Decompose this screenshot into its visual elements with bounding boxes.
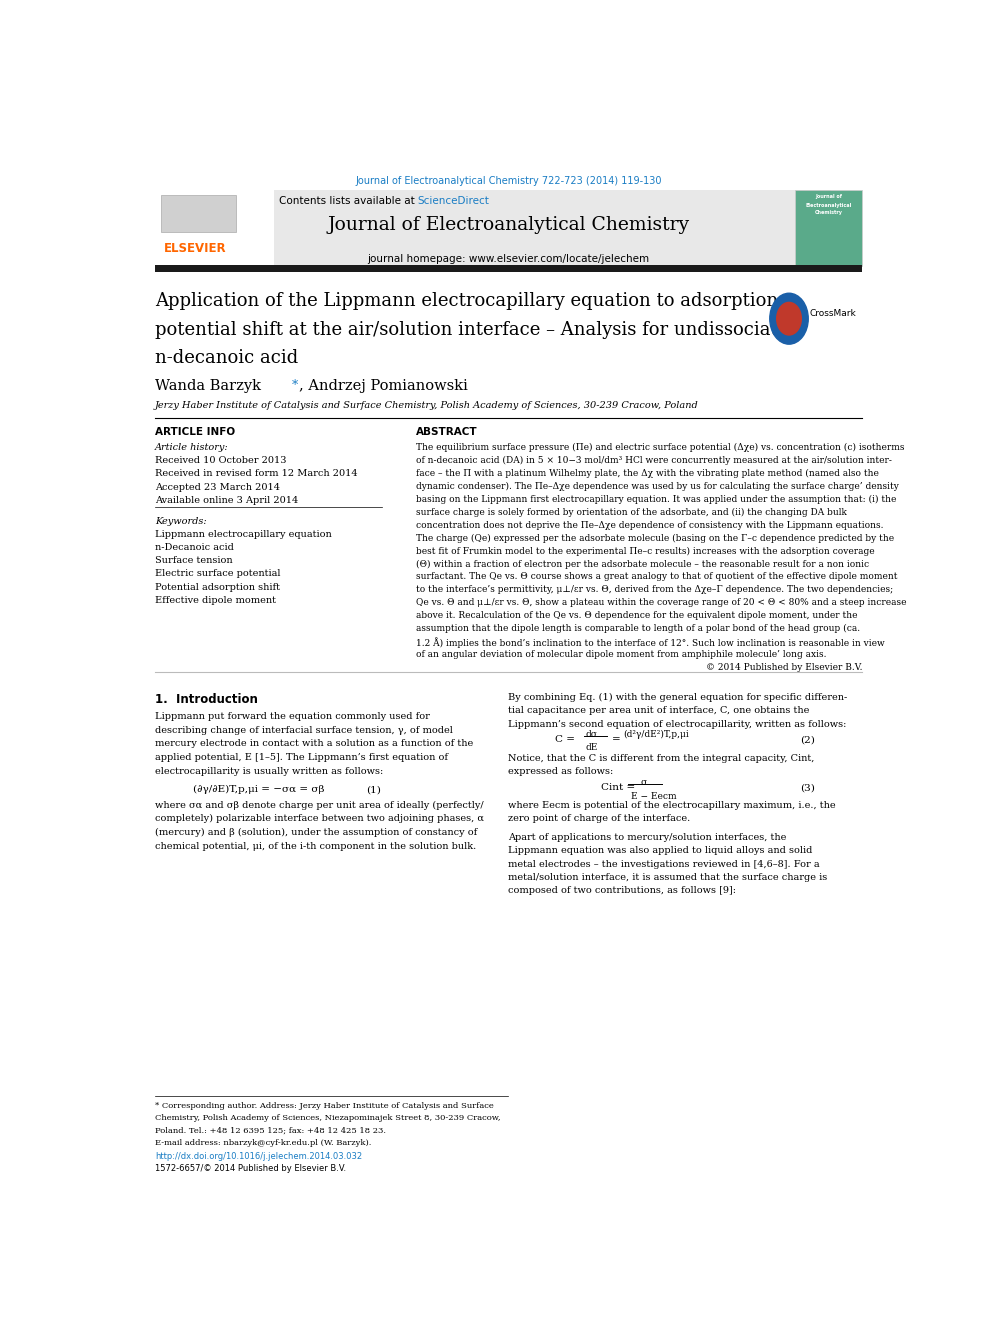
- Text: Electric surface potential: Electric surface potential: [155, 569, 281, 578]
- Text: C =: C =: [555, 736, 574, 745]
- Text: of an angular deviation of molecular dipole moment from amphiphile molecule’ lon: of an angular deviation of molecular dip…: [417, 650, 826, 659]
- Text: face – the Π with a platinum Wilhelmy plate, the Δχ with the vibrating plate met: face – the Π with a platinum Wilhelmy pl…: [417, 468, 879, 478]
- Text: (∂γ/∂E)T,p,μi = −σα = σβ: (∂γ/∂E)T,p,μi = −σα = σβ: [193, 786, 324, 794]
- Text: (3): (3): [801, 783, 815, 792]
- Text: Jerzy Haber Institute of Catalysis and Surface Chemistry, Polish Academy of Scie: Jerzy Haber Institute of Catalysis and S…: [155, 401, 698, 410]
- Text: composed of two contributions, as follows [9]:: composed of two contributions, as follow…: [509, 886, 736, 896]
- Text: ABSTRACT: ABSTRACT: [417, 427, 478, 437]
- Text: Surface tension: Surface tension: [155, 556, 232, 565]
- Text: Received in revised form 12 March 2014: Received in revised form 12 March 2014: [155, 470, 357, 479]
- Text: 1.2 Å) implies the bond’s inclination to the interface of 12°. Such low inclinat: 1.2 Å) implies the bond’s inclination to…: [417, 638, 885, 648]
- Text: Lippmann put forward the equation commonly used for: Lippmann put forward the equation common…: [155, 712, 430, 721]
- Text: tial capacitance per area unit of interface, C, one obtains the: tial capacitance per area unit of interf…: [509, 706, 809, 716]
- Text: expressed as follows:: expressed as follows:: [509, 767, 614, 775]
- Text: metal/solution interface, it is assumed that the surface charge is: metal/solution interface, it is assumed …: [509, 873, 827, 882]
- Text: Article history:: Article history:: [155, 443, 228, 452]
- Text: n-decanoic acid: n-decanoic acid: [155, 349, 298, 368]
- Text: Lippmann electrocapillary equation: Lippmann electrocapillary equation: [155, 529, 331, 538]
- Text: The charge (Qe) expressed per the adsorbate molecule (basing on the Γ–c dependen: The charge (Qe) expressed per the adsorb…: [417, 533, 894, 542]
- Text: potential shift at the air/solution interface – Analysis for undissociated: potential shift at the air/solution inte…: [155, 320, 800, 339]
- Text: ARTICLE INFO: ARTICLE INFO: [155, 427, 235, 437]
- Bar: [155, 191, 274, 266]
- Text: Electroanalytical: Electroanalytical: [806, 202, 851, 208]
- Text: mercury electrode in contact with a solution as a function of the: mercury electrode in contact with a solu…: [155, 740, 473, 749]
- Text: © 2014 Published by Elsevier B.V.: © 2014 Published by Elsevier B.V.: [705, 663, 862, 672]
- Text: Notice, that the C is different from the integral capacity, Cint,: Notice, that the C is different from the…: [509, 754, 814, 762]
- Text: Contents lists available at: Contents lists available at: [279, 196, 418, 206]
- Text: chemical potential, μi, of the i-th component in the solution bulk.: chemical potential, μi, of the i-th comp…: [155, 841, 476, 851]
- Text: of n-decanoic acid (DA) in 5 × 10−3 mol/dm³ HCl were concurrently measured at th: of n-decanoic acid (DA) in 5 × 10−3 mol/…: [417, 456, 892, 466]
- Text: n-Decanoic acid: n-Decanoic acid: [155, 542, 234, 552]
- Text: electrocapillarity is usually written as follows:: electrocapillarity is usually written as…: [155, 767, 383, 775]
- Text: Received 10 October 2013: Received 10 October 2013: [155, 456, 287, 466]
- Text: where Eecm is potential of the electrocapillary maximum, i.e., the: where Eecm is potential of the electroca…: [509, 800, 836, 810]
- Text: =: =: [611, 736, 620, 745]
- Text: ELSEVIER: ELSEVIER: [164, 242, 226, 255]
- Text: (1): (1): [366, 786, 381, 794]
- Text: Wanda Barzyk: Wanda Barzyk: [155, 378, 266, 393]
- Text: journal homepage: www.elsevier.com/locate/jelechem: journal homepage: www.elsevier.com/locat…: [367, 254, 650, 263]
- Text: Cint =: Cint =: [601, 783, 635, 792]
- Text: http://dx.doi.org/10.1016/j.jelechem.2014.03.032: http://dx.doi.org/10.1016/j.jelechem.201…: [155, 1152, 362, 1162]
- Text: 1.  Introduction: 1. Introduction: [155, 692, 258, 705]
- Text: Lippmann equation was also applied to liquid alloys and solid: Lippmann equation was also applied to li…: [509, 847, 812, 856]
- Text: completely) polarizable interface between two adjoining phases, α: completely) polarizable interface betwee…: [155, 814, 484, 823]
- Text: Application of the Lippmann electrocapillary equation to adsorption: Application of the Lippmann electrocapil…: [155, 292, 778, 310]
- Text: Available online 3 April 2014: Available online 3 April 2014: [155, 496, 298, 505]
- Text: (mercury) and β (solution), under the assumption of constancy of: (mercury) and β (solution), under the as…: [155, 828, 477, 837]
- Text: concentration does not deprive the Πe–Δχe dependence of consistency with the Lip: concentration does not deprive the Πe–Δχ…: [417, 521, 884, 529]
- Text: Accepted 23 March 2014: Accepted 23 March 2014: [155, 483, 280, 492]
- Text: zero point of charge of the interface.: zero point of charge of the interface.: [509, 814, 690, 823]
- Text: Journal of Electroanalytical Chemistry 722-723 (2014) 119-130: Journal of Electroanalytical Chemistry 7…: [355, 176, 662, 187]
- Bar: [796, 191, 862, 266]
- Text: metal electrodes – the investigations reviewed in [4,6–8]. For a: metal electrodes – the investigations re…: [509, 860, 820, 869]
- Text: Journal of Electroanalytical Chemistry: Journal of Electroanalytical Chemistry: [327, 216, 689, 234]
- Text: ScienceDirect: ScienceDirect: [418, 196, 490, 206]
- Text: Journal of: Journal of: [814, 194, 841, 200]
- Text: CrossMark: CrossMark: [809, 310, 856, 318]
- Text: *: *: [292, 378, 298, 392]
- Text: to the interface’s permittivity, μ⊥/εr vs. Θ, derived from the Δχe–Γ dependence.: to the interface’s permittivity, μ⊥/εr v…: [417, 585, 893, 594]
- Text: Keywords:: Keywords:: [155, 517, 206, 527]
- Text: Potential adsorption shift: Potential adsorption shift: [155, 582, 280, 591]
- Text: best fit of Frumkin model to the experimental Πe–c results) increases with the a: best fit of Frumkin model to the experim…: [417, 546, 875, 556]
- Bar: [155, 265, 862, 271]
- Text: Effective dipole moment: Effective dipole moment: [155, 595, 276, 605]
- Text: applied potential, E [1–5]. The Lippmann’s first equation of: applied potential, E [1–5]. The Lippmann…: [155, 753, 447, 762]
- Text: Qe vs. Θ and μ⊥/εr vs. Θ, show a plateau within the coverage range of 20 < Θ < 8: Qe vs. Θ and μ⊥/εr vs. Θ, show a plateau…: [417, 598, 907, 607]
- Bar: [161, 196, 236, 232]
- Text: where σα and σβ denote charge per unit area of ideally (perfectly/: where σα and σβ denote charge per unit a…: [155, 800, 483, 810]
- Text: describing change of interfacial surface tension, γ, of model: describing change of interfacial surface…: [155, 726, 452, 734]
- Text: The equilibrium surface pressure (Πe) and electric surface potential (Δχe) vs. c: The equilibrium surface pressure (Πe) an…: [417, 443, 905, 452]
- Text: basing on the Lippmann first electrocapillary equation. It was applied under the: basing on the Lippmann first electrocapi…: [417, 495, 897, 504]
- Text: above it. Recalculation of the Qe vs. Θ dependence for the equivalent dipole mom: above it. Recalculation of the Qe vs. Θ …: [417, 611, 858, 620]
- Text: Chemistry: Chemistry: [814, 209, 842, 214]
- Text: 1572-6657/© 2014 Published by Elsevier B.V.: 1572-6657/© 2014 Published by Elsevier B…: [155, 1164, 346, 1174]
- Bar: [155, 191, 831, 266]
- Text: , Andrzej Pomianowski: , Andrzej Pomianowski: [299, 378, 467, 393]
- Text: (2): (2): [801, 736, 815, 745]
- Text: dynamic condenser). The Πe–Δχe dependence was used by us for calculating the sur: dynamic condenser). The Πe–Δχe dependenc…: [417, 482, 899, 491]
- Text: Apart of applications to mercury/solution interfaces, the: Apart of applications to mercury/solutio…: [509, 833, 787, 843]
- Text: * Corresponding author. Address: Jerzy Haber Institute of Catalysis and Surface: * Corresponding author. Address: Jerzy H…: [155, 1102, 493, 1110]
- Text: σ: σ: [641, 778, 647, 787]
- Text: Lippmann’s second equation of electrocapillarity, written as follows:: Lippmann’s second equation of electrocap…: [509, 720, 847, 729]
- Text: Poland. Tel.: +48 12 6395 125; fax: +48 12 425 18 23.: Poland. Tel.: +48 12 6395 125; fax: +48 …: [155, 1127, 386, 1135]
- Text: dE: dE: [585, 744, 597, 753]
- Text: assumption that the dipole length is comparable to length of a polar bond of the: assumption that the dipole length is com…: [417, 624, 860, 634]
- Circle shape: [777, 303, 802, 335]
- Text: Chemistry, Polish Academy of Sciences, Niezapominajek Street 8, 30-239 Cracow,: Chemistry, Polish Academy of Sciences, N…: [155, 1114, 500, 1122]
- Text: (Θ) within a fraction of electron per the adsorbate molecule – the reasonable re: (Θ) within a fraction of electron per th…: [417, 560, 869, 569]
- Text: surfactant. The Qe vs. Θ course shows a great analogy to that of quotient of the: surfactant. The Qe vs. Θ course shows a …: [417, 573, 898, 581]
- Text: surface charge is solely formed by orientation of the adsorbate, and (ii) the ch: surface charge is solely formed by orien…: [417, 508, 847, 517]
- Text: (d²γ/dE²)T,p,μi: (d²γ/dE²)T,p,μi: [624, 730, 689, 740]
- Text: dσ: dσ: [585, 730, 597, 740]
- Circle shape: [770, 294, 808, 344]
- Text: E − Eecm: E − Eecm: [632, 792, 677, 802]
- Text: E-mail address: nbarzyk@cyf-kr.edu.pl (W. Barzyk).: E-mail address: nbarzyk@cyf-kr.edu.pl (W…: [155, 1139, 371, 1147]
- Text: By combining Eq. (1) with the general equation for specific differen-: By combining Eq. (1) with the general eq…: [509, 692, 847, 701]
